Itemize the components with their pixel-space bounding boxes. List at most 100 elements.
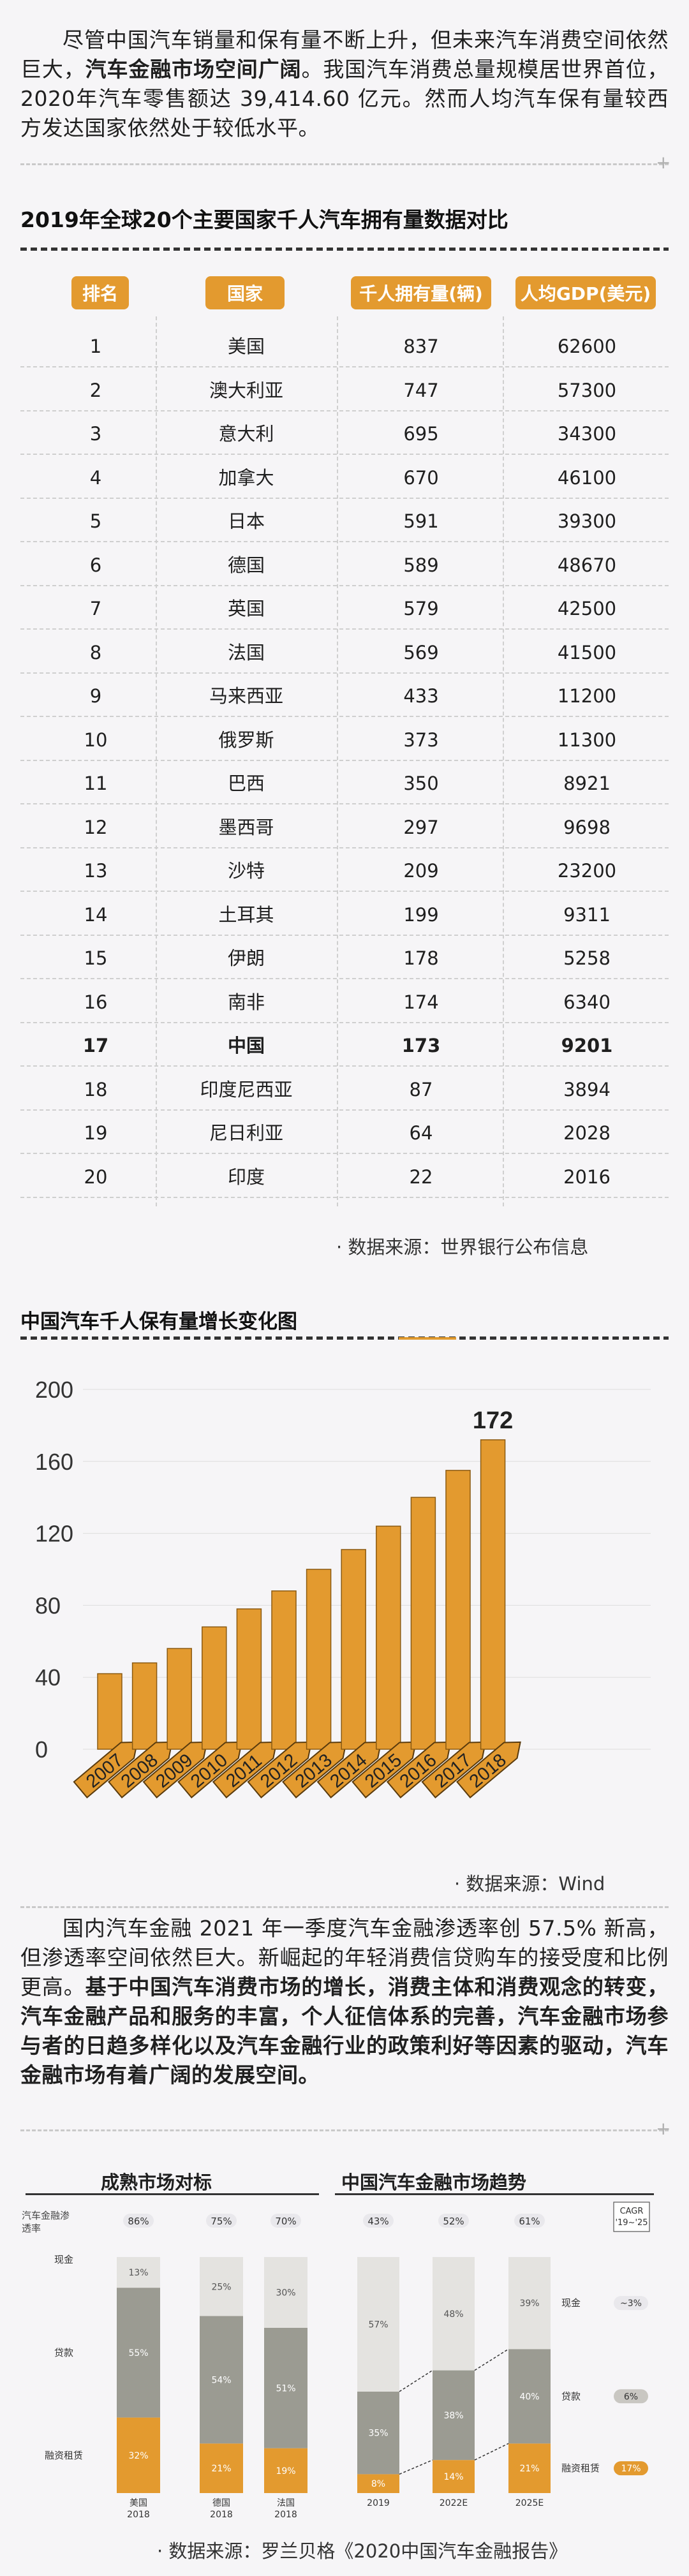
row-separator — [20, 978, 669, 979]
table-cell: 9201 — [561, 1035, 613, 1056]
category-label: 美国 — [130, 2498, 147, 2508]
pencil-shape — [73, 1741, 138, 1799]
row-separator — [20, 759, 669, 761]
table-cell: 39300 — [557, 510, 617, 532]
penetration-label: 汽车金融渗透率 — [22, 2210, 70, 2234]
table-cell: 22 — [409, 1166, 433, 1188]
segment-label: 51% — [276, 2383, 295, 2394]
pencil-shape — [316, 1741, 382, 1799]
bar — [202, 1626, 227, 1750]
stack-segment — [357, 2474, 399, 2493]
row-separator — [20, 628, 669, 630]
pencil-shape — [456, 1741, 521, 1799]
divider — [20, 2129, 669, 2131]
cagr-header-label: CAGR — [620, 2207, 644, 2216]
table-row: 10 俄罗斯 373 11300 — [20, 719, 669, 761]
table-cell: 174 — [403, 991, 439, 1013]
row-label: 现金 — [54, 2254, 73, 2265]
table-row: 20 印度 22 2016 — [20, 1156, 669, 1198]
stack-segment — [508, 2349, 551, 2444]
row-separator — [20, 847, 669, 848]
stack-segment — [264, 2448, 307, 2493]
row-separator — [20, 1196, 669, 1198]
y-tick-label: 160 — [35, 1449, 73, 1475]
segment-label: 40% — [519, 2392, 539, 2402]
legend-label: 贷款 — [561, 2390, 581, 2402]
table-cell: 法国 — [227, 641, 265, 663]
table-cell: 7 — [89, 598, 102, 619]
row-separator — [20, 891, 669, 892]
pill-bg — [270, 2214, 301, 2228]
table-cell: 土耳其 — [218, 903, 274, 926]
table-cell: 美国 — [227, 336, 265, 357]
table-cell: 42500 — [557, 598, 617, 619]
table-row: 6 德国 589 48670 — [20, 544, 669, 586]
table-cell: 南非 — [227, 991, 265, 1013]
table-cell: 中国 — [227, 1035, 265, 1056]
table-row: 15 伊朗 178 5258 — [20, 937, 669, 979]
para2: 国内汽车金融 2021 年一季度汽车金融渗透率创 57.5% 新高，但渗透率空间… — [20, 1914, 669, 2090]
intro-text-2: 。我国汽车消费总量规模居世界首位，2020年汽车零售额达 39,414.60 亿… — [20, 57, 669, 140]
table-cell: 10 — [84, 729, 108, 751]
stack-segment — [117, 2288, 160, 2418]
table-cell: 15 — [84, 947, 108, 969]
stack-segment — [508, 2257, 551, 2350]
title-underline — [335, 2193, 654, 2195]
segment-label: 8% — [371, 2479, 385, 2489]
pill-bg — [363, 2214, 394, 2228]
trend-connector — [474, 2443, 509, 2461]
y-tick-label: 0 — [35, 1736, 48, 1763]
cagr-header-label: '19~'25 — [615, 2218, 648, 2228]
table-cell: 马来西亚 — [209, 685, 283, 707]
bar — [167, 1648, 192, 1750]
divider — [20, 163, 669, 165]
row-separator — [20, 1021, 669, 1023]
table-cell: 13 — [84, 860, 108, 882]
china-trend-title: 中国汽车金融市场趋势 — [341, 2172, 527, 2193]
category-label: 2018 — [127, 2510, 150, 2520]
table-cell: 178 — [403, 947, 439, 969]
table-row: 3 意大利 695 34300 — [20, 413, 669, 455]
table-cell: 837 — [403, 336, 439, 357]
divider — [20, 1906, 669, 1908]
table-cell: 64 — [409, 1122, 433, 1144]
table-cell: 297 — [403, 816, 439, 838]
category-label: 2025E — [515, 2498, 544, 2508]
table-cell: 印度 — [227, 1166, 265, 1188]
segment-label: 54% — [211, 2375, 231, 2385]
cagr-pill — [614, 2296, 648, 2311]
table-cell: 19 — [84, 1122, 108, 1144]
trend-connector — [474, 2348, 509, 2371]
table-row: 2 澳大利亚 747 57300 — [20, 369, 669, 411]
bar — [306, 1569, 332, 1750]
table-cell: 373 — [403, 729, 439, 751]
bar — [341, 1549, 366, 1750]
segment-label: 19% — [276, 2466, 295, 2476]
top-percent-label: 43% — [367, 2216, 389, 2227]
accent-mark — [399, 1337, 456, 1340]
category-label: 法国 — [277, 2498, 295, 2508]
table-cell: 4 — [89, 466, 102, 489]
table-cell: 俄罗斯 — [218, 729, 274, 751]
bar — [376, 1525, 401, 1750]
row-separator — [20, 454, 669, 455]
table-cell: 沙特 — [227, 860, 265, 882]
table-cell: 12 — [84, 816, 108, 838]
segment-label: 35% — [368, 2429, 388, 2439]
segment-label: 25% — [211, 2282, 231, 2292]
segment-label: 55% — [128, 2348, 148, 2358]
table-row: 8 法国 569 41500 — [20, 632, 669, 674]
row-separator — [20, 497, 669, 499]
stack-segment — [200, 2316, 243, 2444]
category-label: 2018 — [210, 2510, 233, 2520]
top-percent-label: 86% — [128, 2216, 149, 2227]
cagr-pill — [614, 2461, 648, 2476]
table-cell: 199 — [403, 903, 439, 926]
bar — [410, 1497, 436, 1750]
table-cell: 11300 — [557, 729, 617, 751]
row-separator — [20, 1065, 669, 1067]
pill-bg — [514, 2214, 545, 2228]
col-divider — [156, 316, 157, 1206]
row-label: 融资租赁 — [45, 2450, 83, 2461]
segment-label: 32% — [128, 2451, 148, 2461]
